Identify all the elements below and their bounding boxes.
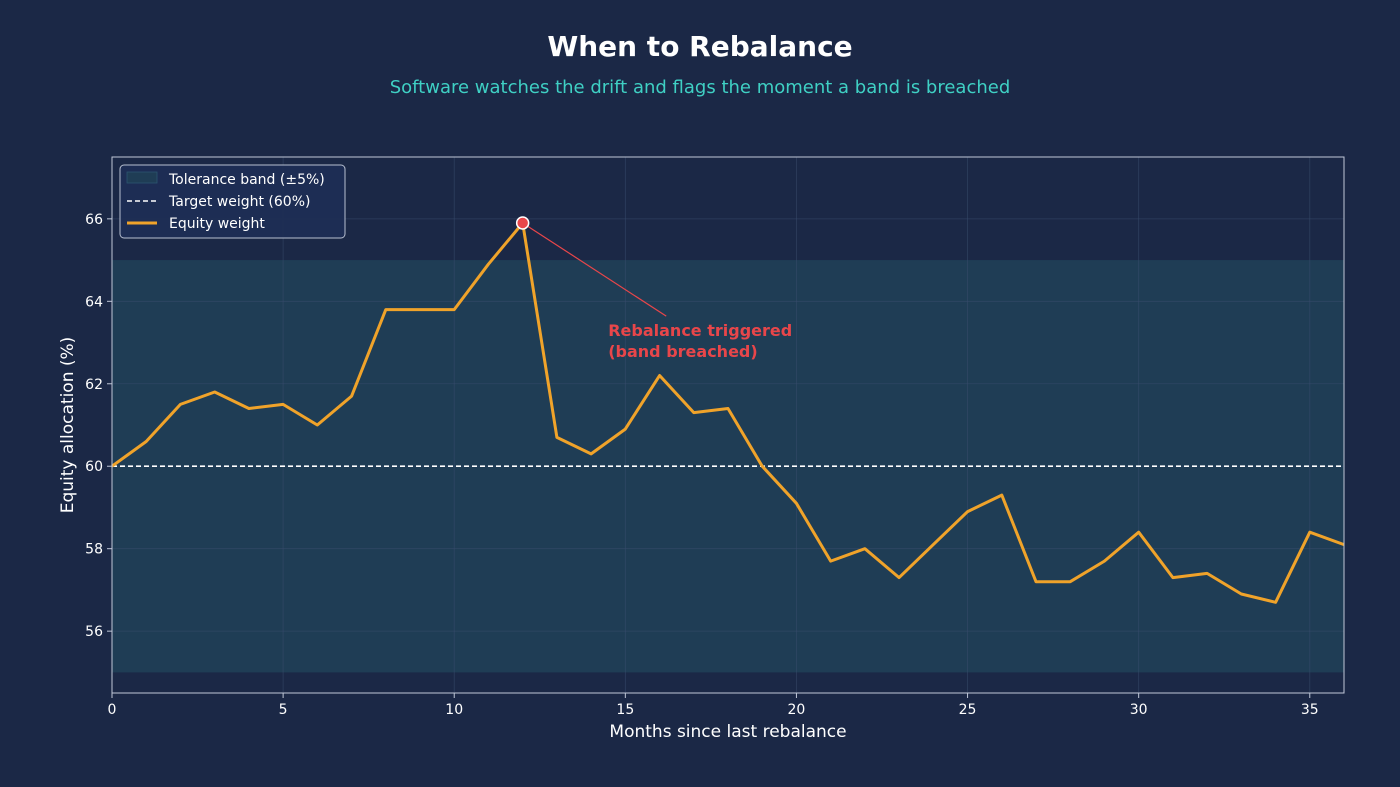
x-tick-label: 10 xyxy=(445,702,463,718)
x-tick-label: 5 xyxy=(279,702,288,718)
legend: Tolerance band (±5%) Target weight (60%)… xyxy=(119,164,346,239)
annotation-line-1: Rebalance triggered xyxy=(608,321,792,340)
chart-title: When to Rebalance xyxy=(547,30,853,63)
x-tick-label: 0 xyxy=(108,702,117,718)
y-axis-ticks: 56 58 60 62 64 66 xyxy=(85,212,112,640)
plot-frame xyxy=(111,156,1345,694)
rebalance-trigger-point xyxy=(515,216,530,230)
y-tick-label: 58 xyxy=(85,542,103,558)
y-axis-label: Equity allocation (%) xyxy=(58,337,78,514)
chart-subtitle: Software watches the drift and flags the… xyxy=(389,77,1011,98)
y-tick-label: 62 xyxy=(85,377,103,393)
x-tick-label: 25 xyxy=(959,702,977,718)
annotation-line-2: (band breached) xyxy=(608,342,757,361)
x-tick-label: 15 xyxy=(616,702,634,718)
legend-swatch-band xyxy=(126,171,158,184)
x-tick-label: 30 xyxy=(1130,702,1148,718)
y-tick-label: 64 xyxy=(85,294,103,310)
legend-label-target: Target weight (60%) xyxy=(168,194,310,210)
annotation-arrow xyxy=(522,222,667,317)
annotation-text: Rebalance triggered (band breached) xyxy=(608,321,798,361)
y-tick-label: 56 xyxy=(85,624,103,640)
x-tick-label: 35 xyxy=(1301,702,1319,718)
x-axis-ticks: 0 5 10 15 20 25 30 35 xyxy=(108,693,1319,718)
legend-box xyxy=(119,164,346,239)
legend-label-equity: Equity weight xyxy=(169,216,265,232)
legend-label-band: Tolerance band (±5%) xyxy=(168,172,325,188)
x-tick-label: 20 xyxy=(788,702,806,718)
y-tick-label: 66 xyxy=(85,212,103,228)
y-tick-label: 60 xyxy=(85,459,103,475)
equity-weight-line xyxy=(111,221,1345,604)
x-axis-label: Months since last rebalance xyxy=(609,722,846,742)
